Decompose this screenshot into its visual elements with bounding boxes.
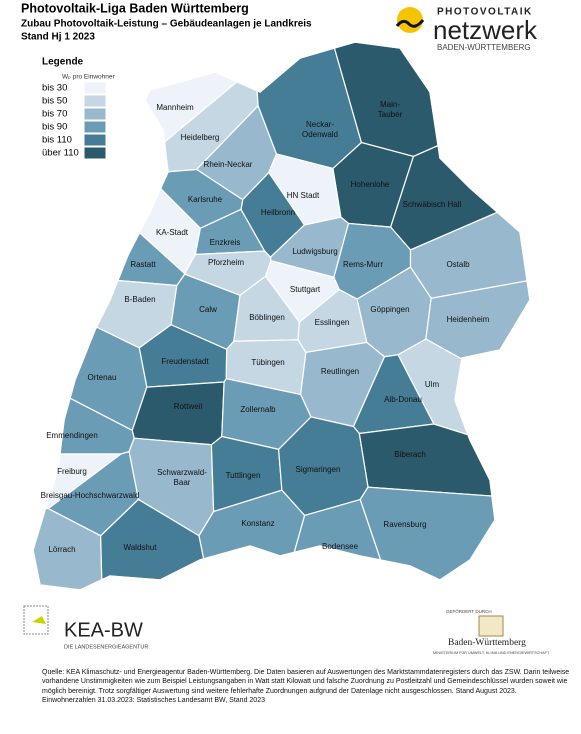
legend-title: Legende xyxy=(42,57,84,68)
legend-label: bis 30 xyxy=(42,83,67,94)
legend-swatch xyxy=(83,120,107,134)
region-label: Ravensburg xyxy=(383,520,426,529)
region-label: Heidenheim xyxy=(447,315,490,324)
region-label: Böblingen xyxy=(249,313,285,322)
legend-swatch xyxy=(83,133,107,147)
region-label: Breisgau-Hochschwarzwald xyxy=(41,491,140,500)
kea-icon xyxy=(23,605,49,635)
region-label: B-Baden xyxy=(124,295,155,304)
region-label: Ortenau xyxy=(88,373,117,382)
region-label: Alb-Donau xyxy=(384,395,422,404)
footer-source: Quelle: KEA Klimaschutz- und Energieagen… xyxy=(42,669,570,695)
region-label: Enzkreis xyxy=(210,238,241,247)
region-label: Emmendingen xyxy=(46,431,98,440)
ministry-funded: GEFÖRDERT DURCH xyxy=(446,608,492,614)
region-label: Waldshut xyxy=(123,543,157,552)
region-label: Freiburg xyxy=(57,467,87,476)
region-label: Reutlingen xyxy=(321,367,359,376)
state-outline xyxy=(32,41,531,591)
region-label: Neckar-Odenwald xyxy=(302,120,338,139)
region-label: Sigmaringen xyxy=(296,465,341,474)
region-label: Biberach xyxy=(394,450,426,459)
legend-swatch xyxy=(83,146,107,160)
regions xyxy=(32,41,531,591)
region-label: Rems-Murr xyxy=(343,260,383,269)
logo-sun xyxy=(397,7,423,33)
legend-unit: Wₚ pro Einwohner xyxy=(62,74,115,81)
region-label: Esslingen xyxy=(315,318,350,327)
region-label: Main-Tauber xyxy=(378,100,403,119)
region-label: Karlsruhe xyxy=(188,195,223,204)
logo-text: PHOTOVOLTAIK xyxy=(437,7,533,18)
kea-icon xyxy=(32,616,46,624)
region-label: Pforzheim xyxy=(208,258,244,267)
subtitle: Zubau Photovoltaik-Leistung – Gebäudeanl… xyxy=(21,19,312,30)
region-label: Tuttlingen xyxy=(226,471,261,480)
ministry-text: MINISTERIUM FÜR UMWELT, KLIMA UND ENERGI… xyxy=(433,651,550,655)
region xyxy=(359,486,496,581)
footer: Quelle: KEA Klimaschutz- und Energieagen… xyxy=(42,668,570,706)
legend-label: über 110 xyxy=(42,148,79,159)
date: Stand Hj 1 2023 xyxy=(21,32,95,43)
region-label: Schwarzwald-Baar xyxy=(157,468,207,487)
region-label: Heilbronn xyxy=(261,208,295,217)
legend-label: bis 70 xyxy=(42,109,67,120)
region-label: Schwäbisch Hall xyxy=(403,200,462,209)
region-label: Ostalb xyxy=(446,260,470,269)
region-label: Tübingen xyxy=(251,358,284,367)
region-label: Göppingen xyxy=(370,305,409,314)
region-label: Konstanz xyxy=(241,519,274,528)
region-label: Rhein-Neckar xyxy=(204,160,253,169)
logo-mark xyxy=(395,19,425,28)
legend-label: bis 90 xyxy=(42,122,67,133)
region-label: Rastatt xyxy=(130,260,156,269)
legend-swatch xyxy=(83,94,107,108)
region-label: Mannheim xyxy=(156,103,194,112)
region-label: KA-Stadt xyxy=(156,228,189,237)
legend-swatch xyxy=(83,107,107,121)
legend-swatch xyxy=(83,81,107,95)
region-label: Bodensee xyxy=(322,542,359,551)
ministry-name: Baden-Württemberg xyxy=(448,638,526,648)
region xyxy=(358,423,493,497)
region-label: Ulm xyxy=(425,380,440,389)
logo-text: BADEN-WÜRTTEMBERG xyxy=(437,43,531,52)
region-label: Rottweil xyxy=(174,402,203,411)
title: Photovoltaik-Liga Baden Württemberg xyxy=(21,1,249,15)
legend-label: bis 50 xyxy=(42,96,67,107)
region-label: Lörrach xyxy=(48,545,75,554)
region-label: Stuttgart xyxy=(290,285,321,294)
region-label: Zollernalb xyxy=(240,405,276,414)
logo-text: netzwerk xyxy=(433,15,538,45)
kea-name: KEA-BW xyxy=(64,619,143,641)
region xyxy=(131,381,225,446)
region-label: Freudenstadt xyxy=(161,357,209,366)
region-label: Hohenlohe xyxy=(351,180,390,189)
region-label: Heidelberg xyxy=(181,133,220,142)
legend-label: bis 110 xyxy=(42,135,72,146)
region-label: Ludwigsburg xyxy=(292,247,337,256)
kea-tagline: DIE LANDESENERGIEAGENTUR xyxy=(64,644,148,650)
region-label: Calw xyxy=(199,305,217,314)
region-label: HN Stadt xyxy=(287,191,320,200)
footer-population: Einwohnerzahlen 31.03.2023: Statistische… xyxy=(42,697,265,705)
coat-of-arms xyxy=(478,615,504,637)
